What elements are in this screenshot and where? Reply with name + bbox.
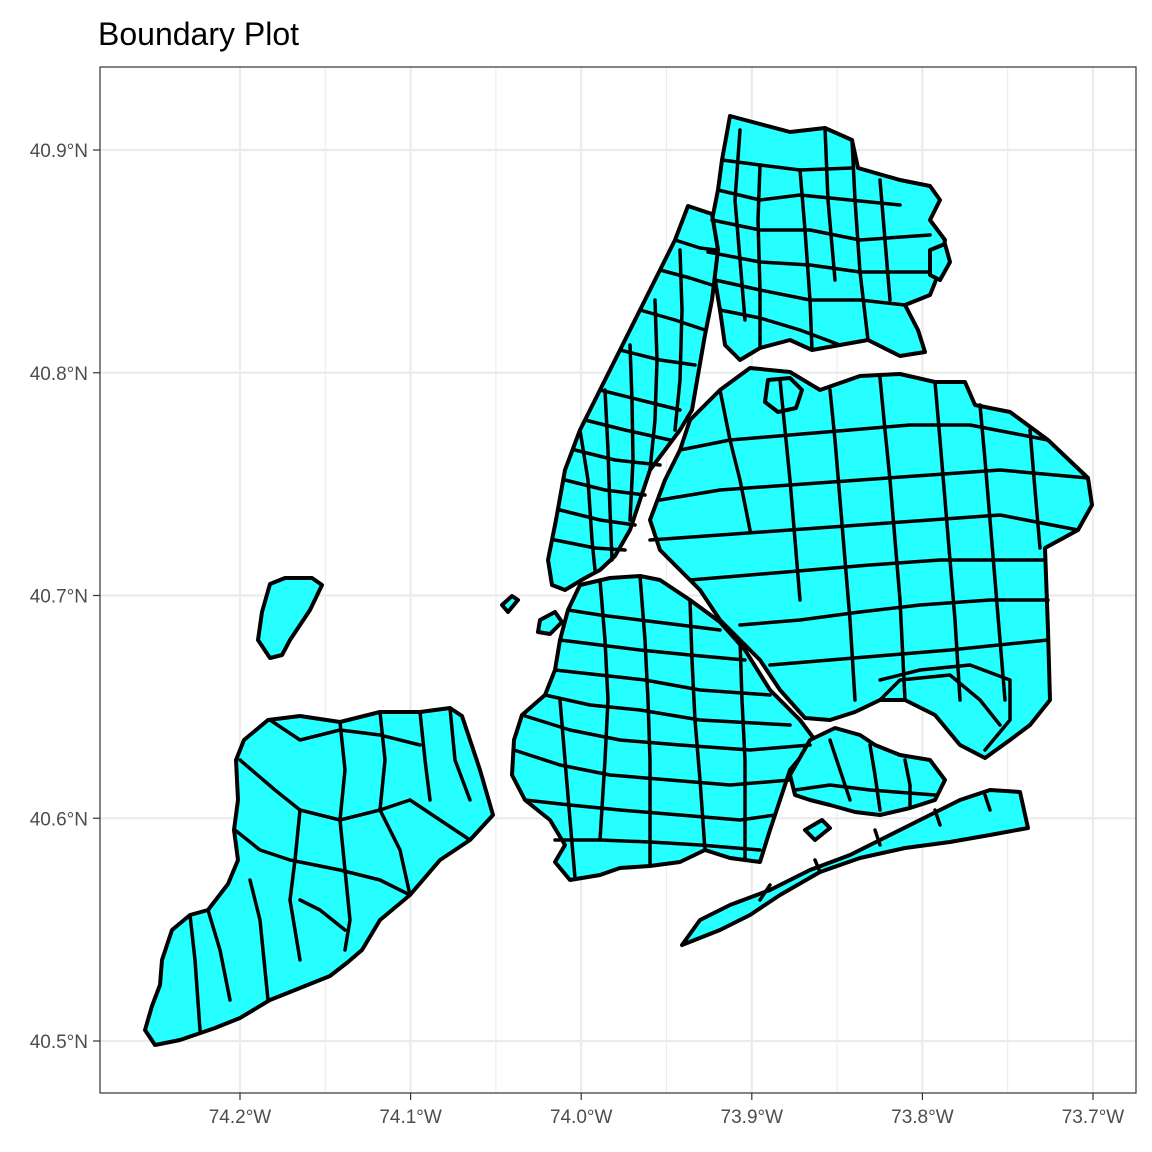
- y-tick-label: 40.5°N: [30, 1032, 88, 1053]
- axes: 74.2°W 74.1°W 74.0°W 73.9°W 73.8°W 73.7°W 40.9…: [30, 141, 1125, 1128]
- neighborhood-boundaries: [188, 126, 1090, 1032]
- boundary-line: [543, 693, 792, 727]
- boundary-line: [873, 828, 882, 847]
- boundary-line: [618, 348, 697, 367]
- region-city-island: [928, 242, 952, 282]
- boundary-line: [718, 388, 752, 532]
- boundary-line: [598, 578, 610, 842]
- boundary-line: [688, 558, 1047, 582]
- boundary-line: [573, 448, 662, 467]
- boundary-line: [738, 638, 747, 862]
- boundary-line: [378, 710, 387, 812]
- boundary-line: [378, 808, 412, 897]
- boundary-line: [578, 428, 597, 572]
- boundary-line: [206, 908, 232, 1002]
- map-regions: [143, 114, 1094, 1047]
- boundary-line: [598, 388, 682, 412]
- boundary-line: [238, 758, 412, 822]
- boundary-line: [408, 798, 472, 842]
- x-tick-label: 73.8°W: [891, 1107, 954, 1128]
- boundary-line: [878, 663, 1012, 752]
- boundary-line: [688, 598, 707, 852]
- boundary-line: [828, 738, 852, 802]
- boundary-line: [658, 468, 1090, 502]
- boundary-line: [903, 758, 912, 807]
- region-governors-island: [536, 610, 564, 636]
- boundary-line: [233, 828, 412, 897]
- region-small-island: [256, 576, 324, 660]
- boundary-line: [813, 858, 822, 874]
- boundary-line: [628, 343, 635, 522]
- boundary-line: [878, 376, 907, 702]
- boundary-line: [793, 783, 937, 797]
- boundary-line: [850, 138, 870, 342]
- boundary-line: [1028, 428, 1042, 550]
- region-rockaway: [680, 788, 1030, 947]
- boundary-line: [298, 898, 347, 932]
- region-liberty-island: [500, 594, 520, 614]
- boundary-line: [512, 748, 792, 787]
- boundary-line: [638, 308, 707, 332]
- boundary-line: [638, 574, 652, 868]
- y-tick-label: 40.8°N: [30, 364, 88, 385]
- boundary-line: [558, 638, 747, 662]
- boundary-line: [756, 163, 762, 350]
- x-tick-label: 73.9°W: [721, 1107, 784, 1128]
- boundary-line: [823, 126, 837, 282]
- boundary-line: [733, 128, 747, 322]
- boundary-line: [673, 248, 684, 432]
- boundary-line: [933, 808, 942, 827]
- region-queens: [648, 366, 1094, 760]
- boundary-line: [338, 720, 347, 822]
- boundary-line: [603, 388, 614, 562]
- boundary-line: [566, 608, 722, 632]
- y-tick-label: 40.7°N: [30, 587, 88, 608]
- boundary-line: [716, 188, 902, 207]
- boundary-line: [978, 403, 1007, 702]
- boundary-line: [878, 178, 892, 302]
- boundary-line: [738, 598, 1050, 627]
- boundary-line: [868, 743, 882, 812]
- boundary-line: [718, 308, 842, 347]
- boundary-line: [648, 298, 659, 472]
- y-tick-label: 40.6°N: [30, 809, 88, 830]
- boundary-line: [448, 706, 472, 802]
- boundary-line: [658, 268, 714, 287]
- boundary-line: [878, 673, 1002, 727]
- x-tick-label: 73.7°W: [1062, 1107, 1125, 1128]
- x-tick-label: 74.1°W: [379, 1107, 442, 1128]
- region-rikers: [763, 376, 804, 414]
- region-staten-island: [143, 706, 495, 1047]
- boundary-line: [706, 250, 932, 274]
- boundary-line: [758, 883, 772, 902]
- boundary-line: [648, 513, 1080, 542]
- plot-title: Boundary Plot: [98, 16, 300, 52]
- boundary-line: [983, 793, 992, 812]
- x-tick-label: 74.2°W: [209, 1107, 272, 1128]
- boundary-line: [768, 638, 1050, 667]
- boundary-line: [418, 710, 432, 802]
- y-tick-label: 40.9°N: [30, 141, 88, 162]
- boundary-line: [673, 238, 718, 252]
- boundary-line: [188, 913, 202, 1032]
- boundary-line: [798, 168, 814, 352]
- boundary-line: [288, 808, 302, 962]
- x-tick-label: 74.0°W: [550, 1107, 613, 1128]
- boundary-line: [248, 878, 270, 1002]
- boundary-line: [338, 818, 352, 952]
- boundary-line: [553, 538, 627, 552]
- boundary-line: [558, 698, 577, 880]
- boundary-line: [553, 668, 772, 697]
- region-breezy-point: [803, 818, 832, 842]
- boundary-line: [933, 380, 962, 702]
- boundary-line: [678, 423, 1050, 452]
- boundary-line: [778, 378, 802, 602]
- boundary-line: [558, 508, 637, 527]
- panel-border: [99, 66, 1137, 1094]
